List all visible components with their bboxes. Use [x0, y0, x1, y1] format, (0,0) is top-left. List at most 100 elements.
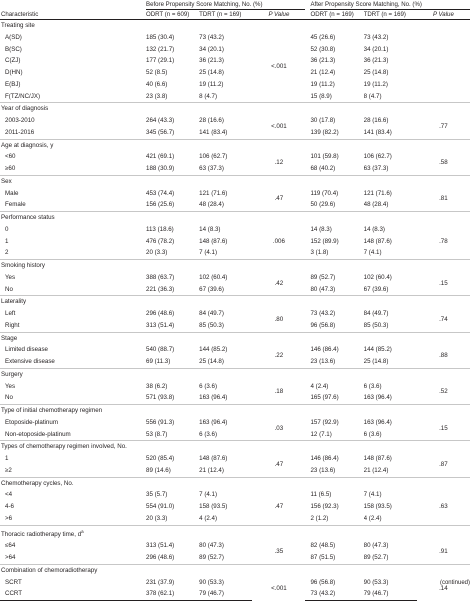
tdrt-after-value: 79 (46.7): [363, 588, 417, 601]
tdrt-after-value: 163 (96.4): [363, 394, 392, 402]
table-row: Right 313 (51.4) 85 (50.3) 96 (56.8) 85 (50.…: [0, 320, 470, 332]
p-value-after-header: P Value: [432, 11, 454, 18]
odrt-after-value: 12 (7.1): [310, 430, 332, 438]
row-label: 2: [5, 249, 9, 257]
empty-cell: [146, 210, 200, 224]
odrt-after-value: 30 (17.8): [310, 117, 336, 124]
empty-cell: [305, 367, 311, 381]
p-value-after: .78: [439, 237, 448, 245]
section-title: Combination of chemoradiotherapy: [0, 563, 146, 577]
row-label: SCRT: [5, 578, 22, 586]
empty-cell: [252, 258, 306, 272]
table-row: No 221 (36.3) 67 (39.6) 80 (47.3) 67 (39.6): [0, 284, 470, 296]
empty-cell: [305, 476, 311, 490]
empty-cell: [146, 440, 200, 453]
odrt-after-value: 89 (52.7): [310, 273, 336, 281]
tdrt-after-header: TDRT (n = 169): [363, 11, 406, 18]
empty-cell: [416, 258, 470, 272]
section-title: Thoracic radiotherapy time, da: [0, 524, 146, 541]
row-label: 1: [5, 455, 9, 462]
section-title-text: Performance status: [1, 214, 55, 221]
empty-cell: [310, 102, 364, 115]
odrt-after-value: 3 (1.8): [310, 249, 329, 257]
odrt-before-value: 23 (3.8): [146, 92, 168, 100]
empty-cell: [310, 18, 364, 32]
tdrt-after-value: 73 (43.2): [363, 33, 389, 41]
odrt-after-value: 152 (89.9): [310, 237, 339, 245]
tdrt-before-value: 6 (3.6): [199, 430, 218, 438]
section-title: Treating site: [0, 18, 146, 32]
p-value-before: .47: [274, 503, 284, 510]
odrt-before-value: 388 (63.7): [146, 273, 175, 281]
section-title: Surgery: [0, 367, 146, 381]
tdrt-before-header: TDRT (n = 169): [199, 11, 242, 18]
empty-cell: [310, 331, 364, 345]
table-row: 4-6 554 (91.0) 158 (93.5) 156 (92.3) 158 (93…: [0, 501, 470, 513]
odrt-after-value: 146 (86.4): [310, 455, 339, 462]
tdrt-before-value: 144 (85.2): [199, 346, 228, 354]
empty-cell: [416, 295, 470, 308]
odrt-before-value: 89 (14.6): [146, 466, 171, 474]
tdrt-after-value: 25 (14.8): [363, 69, 389, 76]
row-label: <4: [5, 491, 13, 499]
section-title-text: Stage: [1, 334, 18, 342]
row-label: Non-etoposide-platinum: [5, 430, 71, 438]
odrt-after-value: 96 (56.8): [310, 578, 336, 586]
tdrt-before-value: 25 (14.8): [199, 69, 224, 76]
table-row: B(SC) 132 (21.7) 34 (20.1) 52 (30.8) 34 (20.…: [0, 44, 470, 56]
section-title: Sex: [0, 174, 146, 188]
empty-cell: [416, 174, 470, 188]
row-label: 4-6: [5, 503, 14, 510]
tdrt-before-value: 84 (49.7): [199, 310, 224, 317]
empty-cell: [305, 331, 311, 345]
odrt-after-value: 19 (11.2): [310, 80, 335, 88]
empty-cell: [252, 524, 306, 541]
table-row: No 571 (93.8) 163 (96.4) 165 (97.6) 163 (96.…: [0, 392, 470, 404]
table-row: ≥2 89 (14.6) 21 (12.4) 23 (13.6) 21 (12.4): [0, 465, 470, 477]
odrt-after-value: 2 (1.2): [310, 514, 329, 522]
p-value-after: .15: [439, 279, 448, 287]
footnote-marker: a: [81, 528, 84, 534]
odrt-before-value: 556 (91.3): [146, 418, 175, 426]
section-title-text: Type of initial chemotherapy regimen: [1, 407, 103, 414]
odrt-before-value: 35 (5.7): [146, 491, 168, 499]
table-row: Extensive disease 69 (11.3) 25 (14.8) 23 (1…: [0, 356, 470, 368]
p-value-before: .18: [274, 388, 284, 396]
empty-cell: [146, 102, 200, 115]
p-value-before: .12: [274, 159, 284, 167]
section-header-row: Stage: [0, 331, 470, 345]
empty-cell: [199, 563, 253, 577]
row-label: No: [5, 285, 13, 293]
p-value-after: .74: [439, 315, 448, 323]
tdrt-after-value: 28 (16.6): [363, 117, 389, 124]
odrt-after-value: 23 (13.6): [310, 466, 336, 474]
empty-cell: [199, 331, 253, 345]
empty-cell: [146, 524, 200, 541]
empty-cell: [252, 563, 306, 577]
p-value-before: .47: [274, 460, 284, 468]
odrt-before-value: 453 (74.4): [146, 189, 175, 197]
empty-cell: [416, 102, 470, 115]
empty-cell: [416, 138, 470, 152]
odrt-after-value: 15 (8.9): [310, 92, 332, 100]
row-label: Etoposide-platinum: [5, 418, 58, 426]
p-value-before: .80: [274, 315, 284, 323]
odrt-before-header: ODRT (n = 609): [146, 11, 190, 18]
section-title-text: Thoracic radiotherapy time, d: [1, 530, 82, 538]
table-row: E(BJ) 40 (6.6) 19 (11.2) 19 (11.2) 19 (11.2): [0, 79, 470, 91]
table-row: <60 421 (69.1) 106 (62.7) .12 101 (59.8) 106 …: [0, 151, 470, 166]
table-row: CCRT 378 (62.1) 79 (46.7) 73 (43.2) 79 (46.7…: [0, 588, 470, 601]
p-value-before: <.001: [271, 63, 287, 71]
tdrt-after-value: 90 (53.3): [363, 578, 389, 586]
empty-cell: [305, 210, 311, 224]
empty-cell: [146, 18, 200, 32]
odrt-after-header: ODRT (n = 169): [310, 11, 354, 18]
odrt-after-value: 165 (97.6): [310, 394, 339, 402]
tdrt-before-value: 6 (3.6): [199, 382, 218, 390]
table-row: 2011-2016 345 (56.7) 141 (83.4) 139 (82.2) 1…: [0, 127, 470, 139]
odrt-after-value: 50 (29.6): [310, 201, 336, 209]
empty-cell: [416, 440, 470, 453]
odrt-after-value: 82 (48.5): [310, 542, 336, 550]
